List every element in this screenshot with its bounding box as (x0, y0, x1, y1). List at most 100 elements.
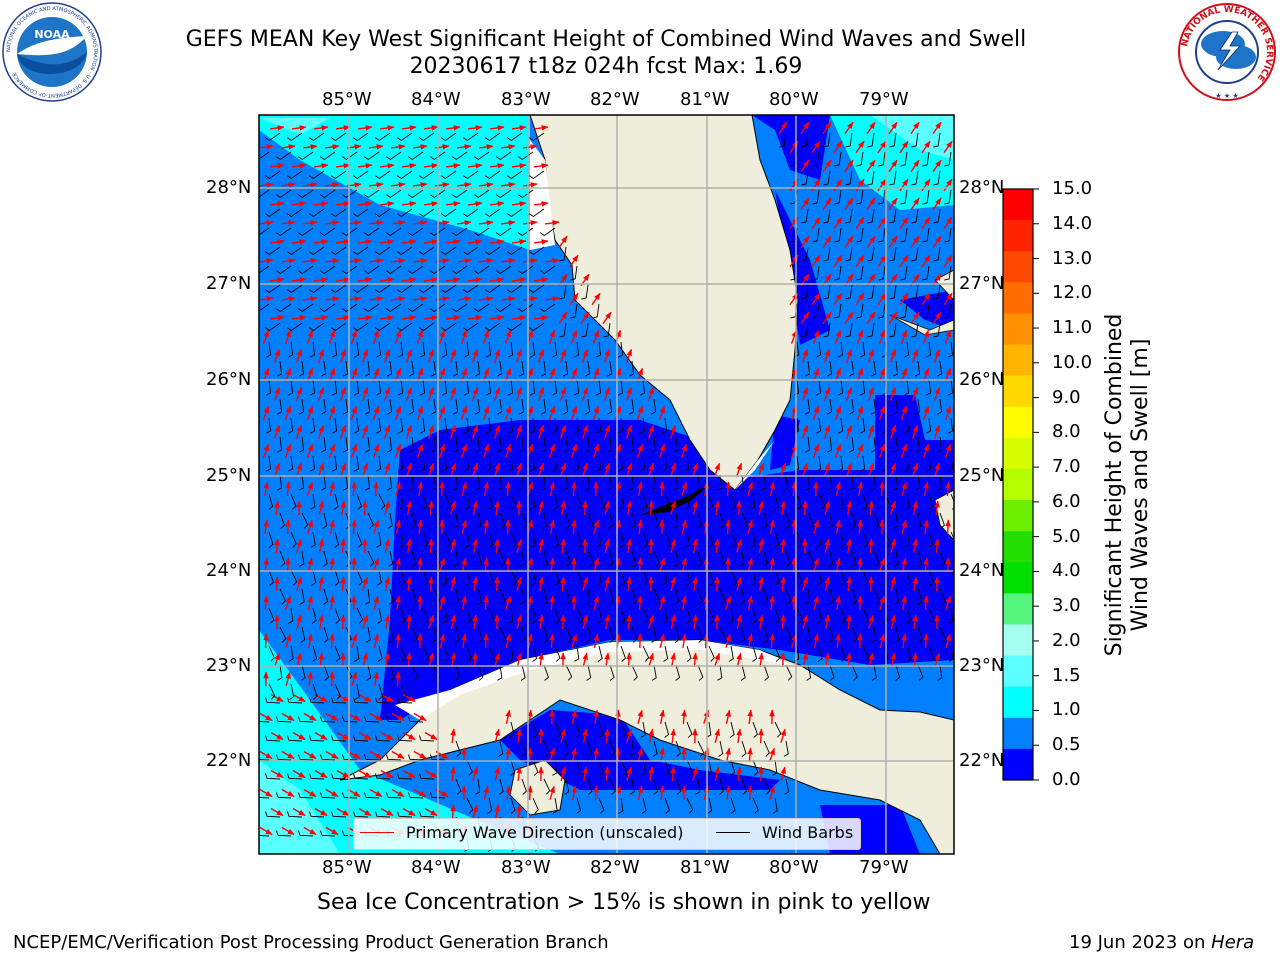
wave-arrow (379, 125, 395, 131)
wind-barb (374, 322, 391, 332)
wave-arrow (736, 538, 742, 553)
wind-barb (944, 151, 952, 167)
lon-label-bottom-81w: 81°W (680, 857, 730, 878)
wind-barb (779, 132, 787, 148)
wind-barb (386, 436, 393, 453)
wind-barb (259, 189, 270, 198)
wind-barb (862, 493, 868, 510)
wind-barb (268, 531, 274, 548)
wind-barb (603, 322, 611, 338)
wave-arrow (681, 519, 687, 534)
wave-arrow (380, 731, 394, 741)
wind-barb (451, 265, 468, 275)
wave-arrow (472, 652, 478, 668)
lat-label-right-27n: 27°N (959, 273, 1005, 294)
wind-barb (341, 189, 358, 199)
wave-arrow (844, 235, 854, 249)
wave-arrow (456, 220, 472, 226)
wave-arrow (548, 443, 556, 458)
lat-label-left-26n: 26°N (206, 369, 252, 390)
wind-barb (528, 322, 545, 332)
wind-barb (529, 379, 536, 396)
wave-arrow (483, 595, 489, 611)
wave-arrow (515, 386, 523, 401)
wind-barb (859, 341, 866, 358)
wave-arrow (406, 538, 412, 554)
wave-arrow (259, 750, 273, 760)
wind-barb (936, 360, 943, 377)
wind-barb (385, 151, 402, 161)
wind-barb (386, 398, 393, 415)
wave-arrow (395, 481, 401, 496)
lat-label-right-25n: 25°N (959, 465, 1005, 486)
wave-arrow (559, 462, 567, 477)
wind-barb (320, 398, 327, 415)
wind-barb (330, 132, 347, 142)
wave-arrow (921, 292, 931, 306)
wind-barb (330, 246, 347, 256)
wind-barb (451, 151, 468, 161)
wave-arrow (647, 386, 655, 401)
wave-arrow (362, 652, 368, 667)
wind-barb (661, 455, 668, 472)
wind-barb (848, 474, 855, 491)
wave-arrow (800, 311, 810, 325)
lon-label-top-83w: 83°W (501, 89, 551, 110)
wave-arrow (932, 121, 942, 135)
wind-barb (507, 455, 514, 472)
wind-barb (308, 284, 325, 294)
wind-barb (330, 322, 347, 332)
wind-barb (539, 303, 556, 313)
wave-arrow (394, 443, 402, 458)
wave-arrow (306, 405, 314, 420)
wind-barb (374, 132, 391, 142)
colorbar-tick-label: 3.0 (1052, 595, 1081, 617)
wave-arrow (295, 424, 303, 439)
wind-barb (559, 246, 567, 262)
wind-barb (433, 512, 440, 529)
wave-arrow (390, 144, 406, 150)
wind-barb (628, 360, 635, 377)
wave-arrow (835, 557, 841, 573)
wave-arrow (417, 557, 423, 573)
wave-arrow (581, 348, 589, 363)
wind-barb (837, 341, 844, 358)
wave-arrow (450, 804, 456, 820)
wind-barb (573, 341, 580, 358)
wave-arrow (800, 235, 810, 249)
wave-arrow (725, 481, 731, 497)
wave-arrow (416, 329, 424, 344)
wind-barb (801, 132, 809, 148)
colorbar-segment (1003, 624, 1033, 657)
wind-barb (279, 550, 286, 567)
wave-arrow (412, 220, 428, 226)
wind-barb (628, 398, 635, 415)
wave-arrow (379, 277, 395, 283)
wave-arrow (791, 481, 797, 497)
wave-arrow (833, 140, 843, 154)
wind-barb (319, 189, 336, 199)
colorbar-tick-label: 11.0 (1052, 317, 1093, 339)
wind-barb (892, 474, 899, 491)
wind-barb (639, 417, 646, 434)
wind-barb (473, 189, 490, 199)
wave-arrow (461, 557, 467, 572)
wind-barb (259, 227, 270, 236)
wave-arrow (423, 125, 439, 131)
wind-barb (592, 303, 600, 319)
wave-arrow (511, 201, 527, 207)
wave-arrow (533, 277, 549, 283)
wind-barb (884, 531, 892, 548)
wind-barb (581, 284, 589, 300)
wind-barb (433, 550, 440, 567)
wind-barb (554, 531, 560, 548)
wind-barb (823, 322, 831, 338)
wave-arrow (445, 315, 461, 321)
wind-barb (385, 265, 402, 275)
wave-arrow (822, 159, 832, 173)
wave-arrow (801, 462, 809, 477)
wave-arrow (328, 329, 336, 344)
wave-arrow (383, 462, 391, 477)
wind-barb (452, 360, 459, 377)
wind-barb (892, 398, 899, 415)
